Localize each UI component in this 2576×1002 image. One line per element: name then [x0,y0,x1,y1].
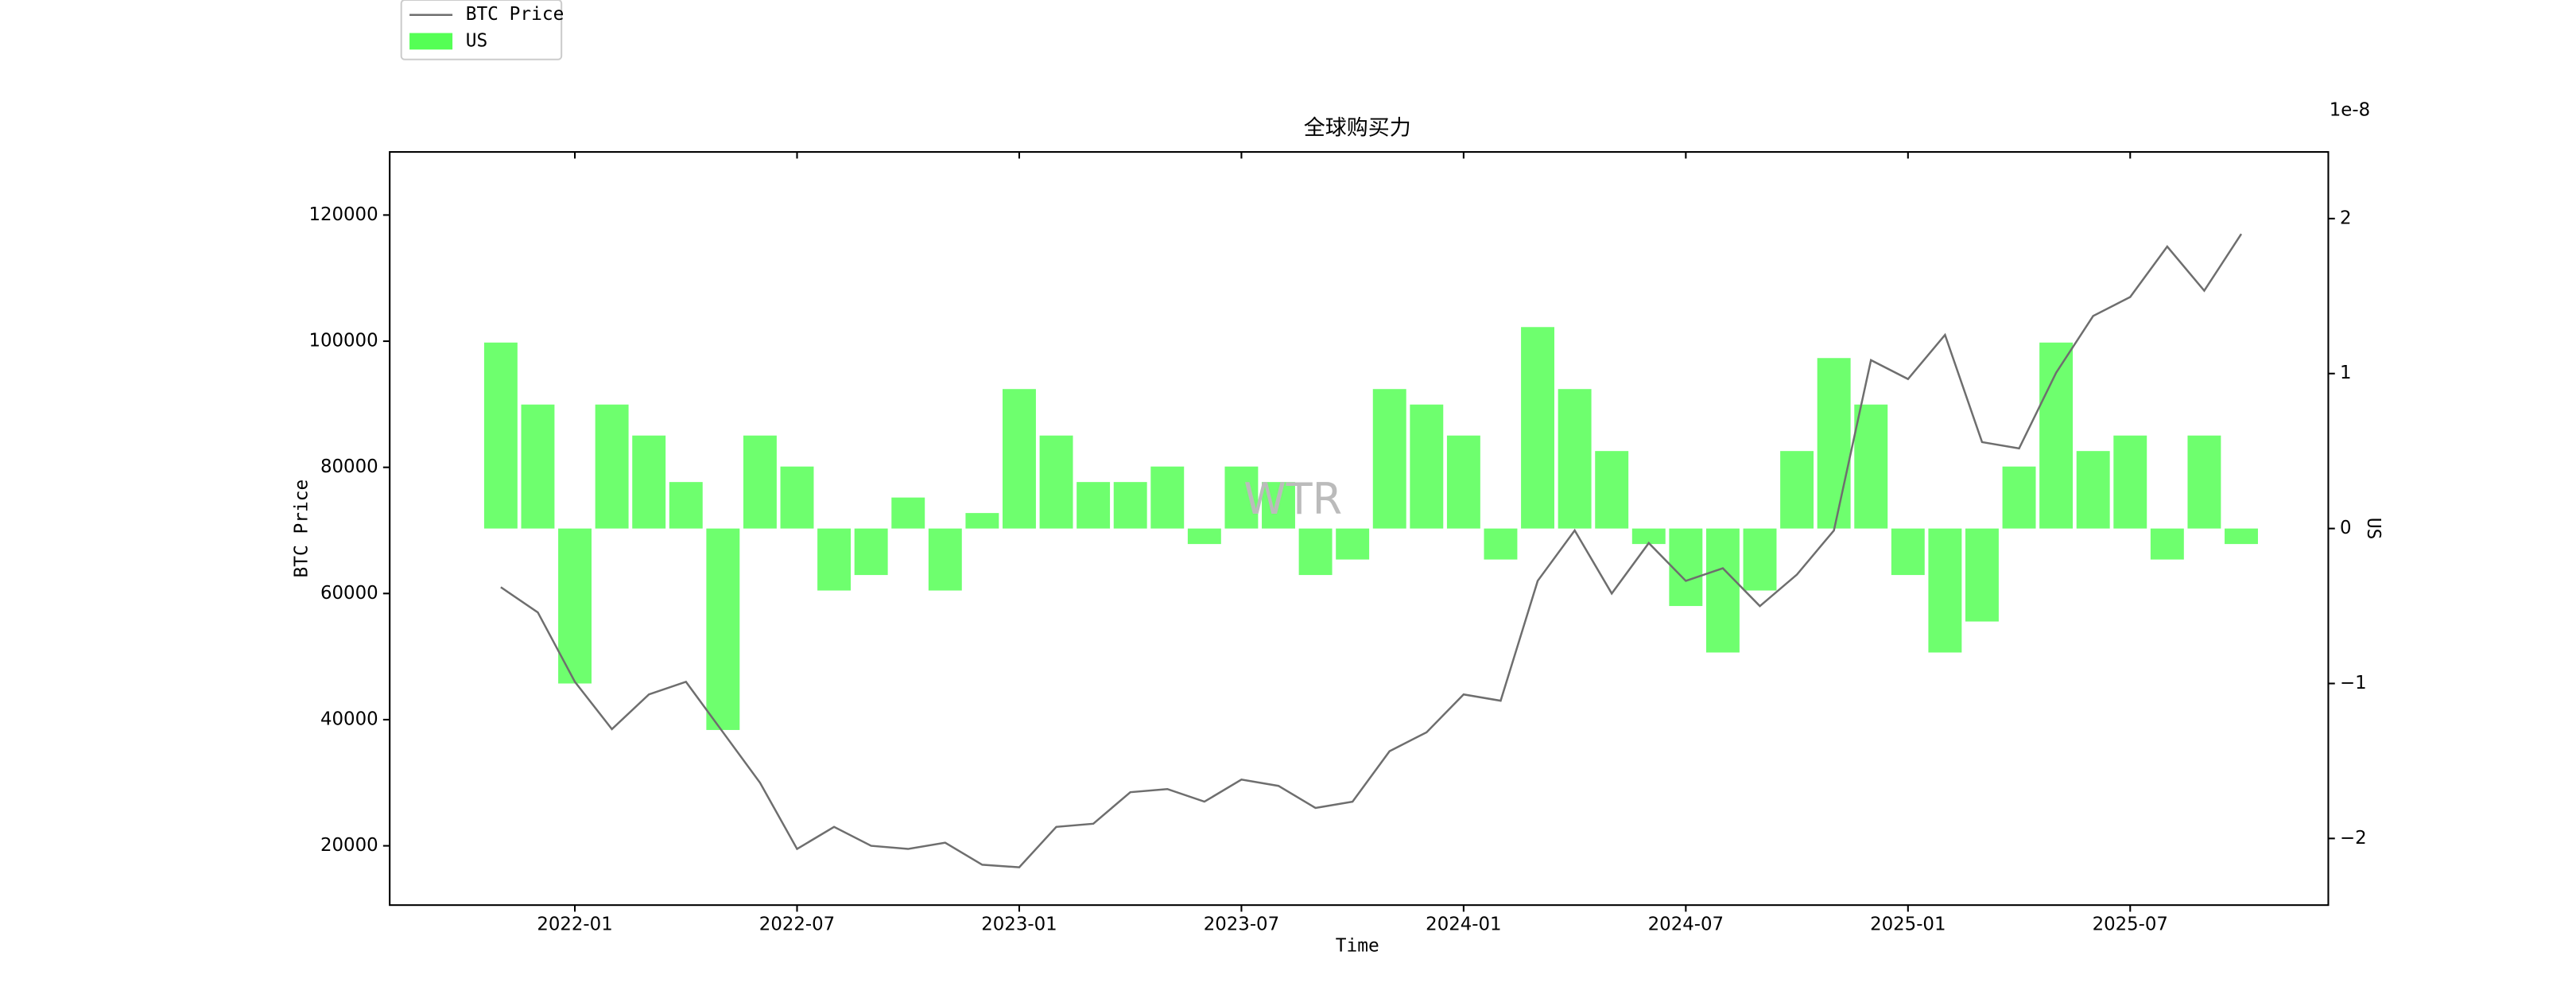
bar [1410,404,1444,529]
bar [521,404,555,529]
bar [1262,482,1295,529]
bar [1187,528,1221,545]
bar [2187,435,2221,529]
y-tick-label: 20000 [320,835,378,856]
bar [1039,435,1073,529]
bar [632,435,666,529]
bar [1521,327,1554,529]
bar [1669,528,1703,607]
legend: BTC Price US [400,0,564,60]
y2-axis-label: US [2363,518,2384,539]
bar [2039,342,2074,529]
bar [1003,389,1036,529]
bar [2113,435,2147,529]
plot-area [483,233,2258,868]
bar [965,513,999,529]
bar [1965,528,1999,622]
x-tick-label: 2023-01 [981,915,1057,935]
x-axis-label: Time [1336,936,1379,957]
bar [743,435,777,529]
bar [1372,389,1406,529]
bar [1446,435,1480,529]
bar [1595,451,1629,529]
bar [669,482,703,529]
bar [1113,482,1147,529]
x-tick-label: 2025-07 [2093,915,2168,935]
bar [891,497,925,529]
bar [1854,404,1888,529]
legend-swatch [409,33,453,50]
bar [2150,528,2184,560]
y-tick-label: 80000 [320,456,378,477]
bar [780,466,814,529]
x-tick-label: 2022-07 [759,915,835,935]
bar [1224,466,1259,529]
bar [706,528,740,730]
y2-offset-label: 1e-8 [2330,100,2370,121]
y2-tick-label: 2 [2340,208,2352,228]
x-tick-label: 2023-07 [1204,915,1279,935]
price-line [500,233,2243,868]
bar [1705,528,1740,653]
y2-tick-label: −2 [2340,828,2367,849]
bar [558,528,592,684]
bar [1298,528,1333,576]
bar [928,528,962,591]
x-tick-label: 2025-01 [1870,915,1946,935]
y-tick-label: 100000 [308,331,378,351]
bar [2076,451,2110,529]
x-tick-label: 2022-01 [537,915,612,935]
y-axis-label: BTC Price [292,480,312,578]
watermark: WTR [1243,474,1342,524]
y2-tick-label: 0 [2340,518,2352,538]
bar [1336,528,1370,560]
bar [1780,451,1814,529]
bar [1817,358,1851,529]
x-tick-label: 2024-07 [1648,915,1724,935]
y-tick-label: 120000 [308,204,378,225]
bar [595,404,629,529]
bar [854,528,888,576]
bar [1150,466,1185,529]
y-tick-label: 60000 [320,583,378,604]
legend-label: BTC Price [466,4,564,25]
bar [1558,389,1592,529]
bar [1928,528,1962,653]
y-tick-label: 40000 [320,709,378,729]
legend-label: US [466,30,488,51]
bar [483,342,518,529]
chart-title: 全球购买力 [1304,115,1411,140]
bar [2225,528,2258,545]
bar [1631,528,1666,545]
bar [1891,528,1925,576]
x-tick-label: 2024-01 [1426,915,1501,935]
bar [1484,528,1518,560]
bar [1743,528,1777,591]
bar [2002,466,2036,529]
y2-tick-label: 1 [2340,363,2352,383]
bar [817,528,852,591]
y2-tick-label: −1 [2340,673,2367,693]
bar [1077,482,1111,529]
